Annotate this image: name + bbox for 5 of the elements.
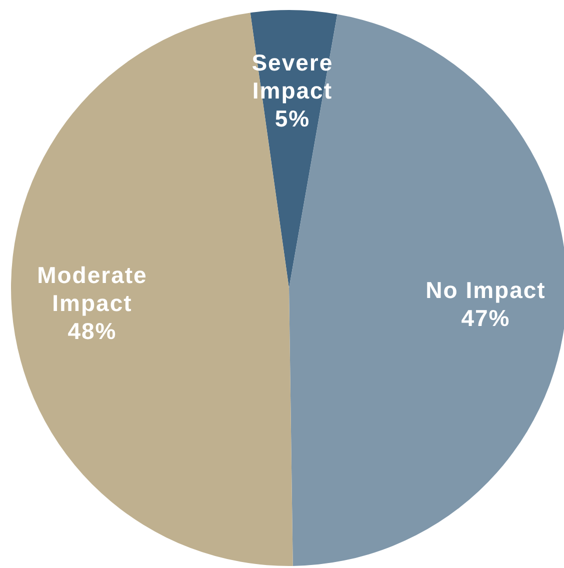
slice-label: No Impact [426,276,546,303]
data-label: 48% [68,318,117,344]
data-label: 5% [274,106,310,132]
data-label: 47% [461,304,510,331]
slice-label: Moderate Impact [37,262,148,316]
